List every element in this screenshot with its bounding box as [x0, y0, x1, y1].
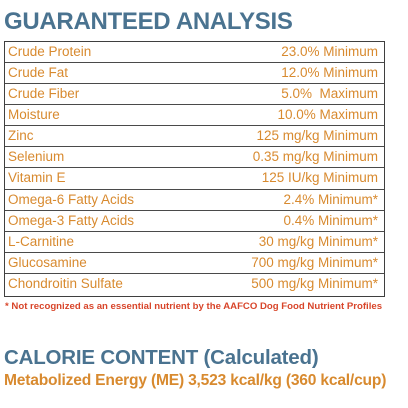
nutrient-value: 0.35 mg/kg Minimum: [252, 149, 378, 165]
nutrient-name: Selenium: [8, 149, 65, 165]
nutrient-name: Crude Protein: [8, 44, 92, 59]
nutrient-name: Omega-6 Fatty Acids: [8, 191, 135, 207]
analysis-row: Crude Fat 12.0% Minimum: [5, 63, 384, 85]
nutrient-name: Crude Fiber: [8, 86, 80, 102]
nutrient-name: Vitamin E: [8, 170, 66, 186]
guaranteed-analysis-table: Crude Protein 23.0% Minimum Crude Fat 12.0%…: [4, 41, 385, 297]
guaranteed-analysis-title: GUARANTEED ANALYSIS: [4, 8, 293, 35]
nutrient-value: 23.0% Minimum: [281, 44, 378, 59]
footnote: * Not recognized as an essential nutrien…: [5, 301, 383, 312]
analysis-row: Moisture 10.0% Maximum: [5, 105, 384, 127]
analysis-row: Crude Fiber 5.0% Maximum: [5, 84, 384, 106]
calorie-content-subtitle: (Calculated): [203, 346, 319, 369]
nutrient-value: 5.0% Maximum: [281, 86, 378, 102]
nutrient-name: Glucosamine: [8, 254, 87, 270]
nutrient-value: 125 mg/kg Minimum: [256, 128, 378, 144]
nutrient-name: Zinc: [8, 128, 34, 144]
analysis-row: Chondroitin Sulfate 500 mg/kg Minimum*: [5, 274, 384, 295]
metabolized-energy: Metabolized Energy (ME) 3,523 kcal/kg (3…: [4, 372, 387, 389]
nutrient-name: Moisture: [8, 107, 60, 123]
analysis-row: L-Carnitine 30 mg/kg Minimum*: [5, 232, 384, 253]
analysis-row: Omega-3 Fatty Acids 0.4% Minimum*: [5, 211, 384, 232]
analysis-row: Crude Protein 23.0% Minimum: [5, 42, 384, 64]
analysis-row: Selenium 0.35 mg/kg Minimum: [5, 147, 384, 169]
analysis-row: Vitamin E 125 IU/kg Minimum: [5, 168, 384, 190]
nutrient-value: 12.0% Minimum: [281, 65, 378, 81]
nutrient-value: 0.4% Minimum*: [283, 212, 378, 228]
nutrient-name: Crude Fat: [8, 65, 69, 81]
nutrient-value: 10.0% Maximum: [277, 107, 378, 123]
analysis-row: Zinc 125 mg/kg Minimum: [5, 126, 384, 148]
nutrient-value: 700 mg/kg Minimum*: [251, 254, 378, 270]
nutrient-value: 500 mg/kg Minimum*: [251, 275, 378, 291]
calorie-content-heading: CALORIE CONTENT (Calculated): [4, 346, 319, 370]
nutrient-name: Chondroitin Sulfate: [8, 275, 123, 291]
nutrient-value: 30 mg/kg Minimum*: [258, 233, 378, 249]
nutrient-name: Omega-3 Fatty Acids: [8, 212, 135, 228]
analysis-row: Omega-6 Fatty Acids 2.4% Minimum*: [5, 190, 384, 211]
nutrient-value: 2.4% Minimum*: [283, 191, 378, 207]
nutrient-value: 125 IU/kg Minimum: [261, 170, 378, 186]
nutrient-name: L-Carnitine: [8, 233, 75, 249]
analysis-row: Glucosamine 700 mg/kg Minimum*: [5, 253, 384, 274]
calorie-content-title: CALORIE CONTENT: [4, 346, 199, 369]
